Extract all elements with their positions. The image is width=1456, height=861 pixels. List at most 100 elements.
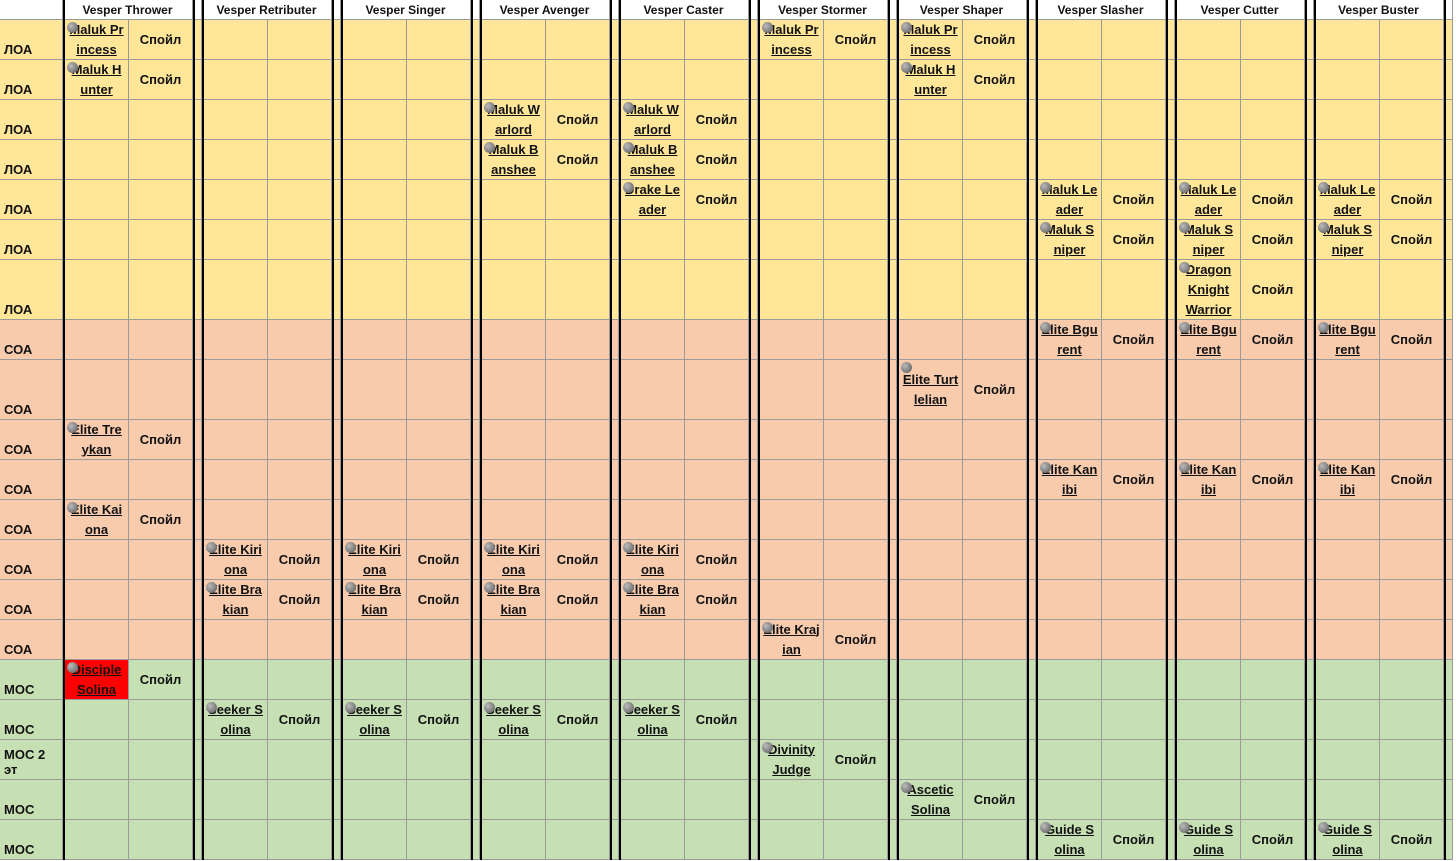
mob-name[interactable]: Maluk Warlord: [487, 101, 540, 137]
mob-cell: [204, 500, 268, 540]
spoil-cell: Спойл: [685, 100, 749, 140]
spacer-cell: [610, 100, 619, 140]
mob-name[interactable]: Elite Kaiona: [70, 501, 123, 537]
spacer-cell: [1166, 660, 1175, 700]
mob-name[interactable]: Elite Krajian: [763, 621, 820, 657]
mob-name[interactable]: Guide Solina: [1322, 821, 1373, 857]
mob-name[interactable]: Elite Turtlelian: [902, 371, 959, 407]
mob-cell: [760, 540, 824, 580]
spoil-cell: [1102, 420, 1166, 460]
mob-cell: [899, 260, 963, 320]
mob-name[interactable]: Seeker Solina: [347, 701, 402, 737]
group-border: [610, 0, 612, 860]
mob-cell: [1038, 540, 1102, 580]
mob-cell: [343, 140, 407, 180]
spoil-cell: [1241, 580, 1305, 620]
mob-name[interactable]: Maluk Sniper: [1322, 221, 1373, 257]
mob-name[interactable]: Elite Kiriona: [348, 541, 401, 577]
zone-label: ЛОА: [0, 20, 63, 60]
mob-name[interactable]: Dragon Knight Warrior: [1185, 261, 1232, 317]
mob-name[interactable]: Guide Solina: [1183, 821, 1234, 857]
spacer-cell: [610, 700, 619, 740]
spoil-cell: [1241, 540, 1305, 580]
mob-name[interactable]: Elite Kanibi: [1180, 461, 1237, 497]
mob-name[interactable]: Maluk Sniper: [1183, 221, 1234, 257]
mob-name[interactable]: Elite Bgurent: [1319, 321, 1376, 357]
spoil-cell: [546, 740, 610, 780]
spacer-cell: [610, 820, 619, 860]
spoil-cell: Спойл: [963, 780, 1027, 820]
mob-name[interactable]: Maluk Leader: [1180, 181, 1237, 217]
mob-name[interactable]: Elite Brakian: [209, 581, 262, 617]
mob-name[interactable]: Drake Leader: [625, 181, 680, 217]
spoil-cell: [268, 260, 332, 320]
mob-name[interactable]: Elite Kanibi: [1041, 461, 1098, 497]
mob-name[interactable]: Maluk Princess: [903, 21, 958, 57]
mob-name[interactable]: Elite Bgurent: [1180, 321, 1237, 357]
spacer-cell: [1166, 180, 1175, 220]
spoil-cell: Спойл: [407, 700, 471, 740]
mob-cell: [1038, 20, 1102, 60]
spoil-cell: [129, 360, 193, 420]
mob-cell: Maluk Princess: [760, 20, 824, 60]
mob-name[interactable]: Elite Kiriona: [487, 541, 540, 577]
mob-name[interactable]: Elite Brakian: [626, 581, 679, 617]
mob-name[interactable]: Maluk Warlord: [626, 101, 679, 137]
mob-cell: [343, 260, 407, 320]
mob-name[interactable]: Maluk Banshee: [627, 141, 678, 177]
spacer-cell: [193, 460, 202, 500]
spoil-cell: [1241, 60, 1305, 100]
mob-name[interactable]: Elite Kanibi: [1319, 461, 1376, 497]
mob-name[interactable]: Ascetic Solina: [907, 781, 954, 817]
spacer-cell: [471, 20, 480, 60]
mob-name[interactable]: Elite Bgurent: [1041, 321, 1098, 357]
mob-name[interactable]: Elite Brakian: [348, 581, 401, 617]
mob-name[interactable]: Elite Kiriona: [209, 541, 262, 577]
zone-label: ЛОА: [0, 140, 63, 180]
mob-name[interactable]: Maluk Leader: [1319, 181, 1376, 217]
spacer-cell: [1027, 660, 1036, 700]
mob-name[interactable]: Maluk Sniper: [1044, 221, 1095, 257]
spoil-cell: [1241, 660, 1305, 700]
spoil-cell: [407, 420, 471, 460]
mob-cell: Dragon Knight Warrior: [1177, 260, 1241, 320]
zone-label: ЛОА: [0, 220, 63, 260]
spoil-cell: [129, 460, 193, 500]
mob-name[interactable]: Maluk Princess: [69, 21, 124, 57]
mob-name[interactable]: Seeker Solina: [625, 701, 680, 737]
spacer-cell: [1166, 220, 1175, 260]
mob-name[interactable]: Disciple Solina: [71, 661, 122, 697]
mob-name[interactable]: Elite Kiriona: [626, 541, 679, 577]
spacer-cell: [193, 540, 202, 580]
mob-cell: [204, 140, 268, 180]
spoil-cell: [1102, 700, 1166, 740]
spoil-cell: Спойл: [546, 580, 610, 620]
mob-name[interactable]: Maluk Hunter: [71, 61, 122, 97]
spacer-cell: [471, 140, 480, 180]
spacer-cell: [1305, 60, 1314, 100]
spoil-cell: [685, 360, 749, 420]
mob-name[interactable]: Maluk Leader: [1041, 181, 1098, 217]
spacer-cell: [888, 180, 897, 220]
spoil-cell: [1380, 500, 1444, 540]
spoil-cell: [1241, 740, 1305, 780]
mob-name[interactable]: Maluk Princess: [764, 21, 819, 57]
spoil-cell: [685, 60, 749, 100]
spacer-cell: [332, 180, 341, 220]
spoil-cell: Спойл: [546, 140, 610, 180]
spoil-cell: [546, 180, 610, 220]
mob-name[interactable]: Seeker Solina: [486, 701, 541, 737]
mob-cell: Seeker Solina: [204, 700, 268, 740]
mob-cell: Maluk Banshee: [482, 140, 546, 180]
mob-name[interactable]: Divinity Judge: [768, 741, 815, 777]
mob-name[interactable]: Elite Treykan: [71, 421, 122, 457]
mob-cell: [1316, 20, 1380, 60]
zone-label: СОА: [0, 460, 63, 500]
spoil-cell: [1241, 420, 1305, 460]
mob-name[interactable]: Elite Brakian: [487, 581, 540, 617]
mob-cell: Elite Brakian: [482, 580, 546, 620]
mob-name[interactable]: Maluk Banshee: [488, 141, 539, 177]
mob-name[interactable]: Seeker Solina: [208, 701, 263, 737]
mob-name[interactable]: Maluk Hunter: [905, 61, 956, 97]
mob-name[interactable]: Guide Solina: [1044, 821, 1095, 857]
